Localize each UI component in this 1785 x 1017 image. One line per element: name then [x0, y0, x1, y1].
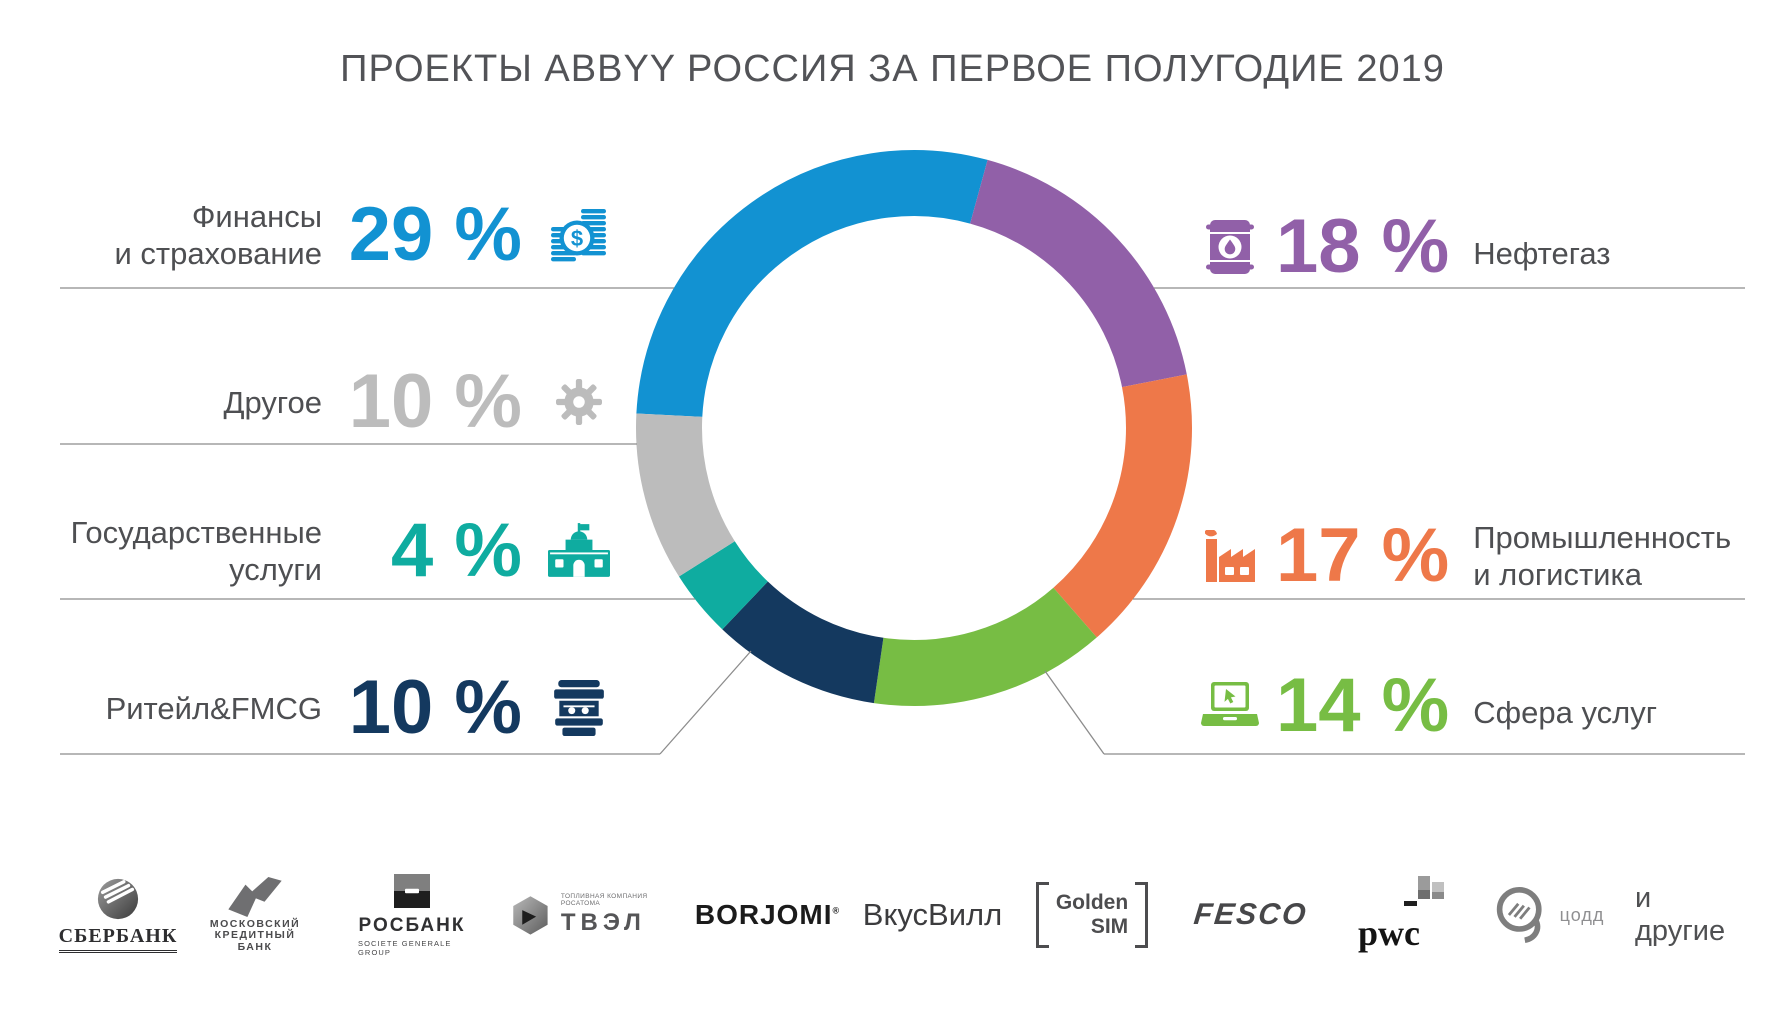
- codd-emblem-icon: [1496, 887, 1542, 943]
- percent-value: 14 %: [1276, 663, 1450, 748]
- coins-icon: $: [546, 207, 612, 263]
- category-label: Нефтегаз: [1473, 235, 1611, 271]
- category-label: Финансы и страхование: [114, 199, 322, 271]
- category-label: Ритейл&FMCG: [105, 690, 322, 726]
- logo-subtext: ТОПЛИВНАЯ КОМПАНИЯ РОСАТОМА: [560, 893, 648, 907]
- logo-text: pwc: [1358, 913, 1420, 953]
- logo-subtext: SOCIETE GENERALE GROUP: [358, 938, 452, 957]
- donut-segment-6: [679, 540, 769, 630]
- logo-sberbank: СБЕРБАНК: [58, 860, 178, 970]
- logo-text: ВкусВилл: [862, 897, 1003, 932]
- svg-text:$: $: [571, 226, 583, 251]
- logo-borjomi: BORJOMI®: [695, 860, 839, 970]
- callout-oilgas: 18 % Нефтегаз: [1198, 192, 1611, 302]
- donut-segment-7: [636, 413, 736, 577]
- rosbank-emblem-icon: [394, 873, 430, 908]
- government-building-icon: [546, 523, 612, 579]
- logo-text: FESCO: [1192, 898, 1309, 931]
- donut-segment-2: [969, 159, 1187, 388]
- callout-government: Государственные услуги 4 %: [60, 496, 612, 606]
- callout-connector-lines: [60, 287, 1745, 755]
- pwc-blocks-icon: [1404, 876, 1444, 906]
- logo-rosbank: РОСБАНК SOCIETE GENERALE GROUP: [358, 860, 466, 970]
- donut-ring: [636, 150, 1192, 706]
- category-label: Другое: [223, 384, 323, 420]
- logo-text: Golden SIM: [1055, 891, 1129, 938]
- percent-value: 10 %: [348, 359, 522, 444]
- gear-icon: [546, 379, 612, 425]
- oil-barrel-icon: [1198, 218, 1262, 276]
- logo-mkb: МОСКОВСКИЙ КРЕДИТНЫЙ БАНК: [200, 860, 310, 970]
- donut-segment-5: [722, 581, 885, 704]
- mkb-emblem-icon: [228, 876, 282, 917]
- donut-segment-4: [873, 587, 1097, 706]
- logo-goldensim: Golden SIM: [1035, 860, 1149, 970]
- logo-pwc: pwc: [1358, 860, 1454, 970]
- laptop-icon: [1198, 682, 1262, 730]
- category-label: Сфера услуг: [1473, 694, 1658, 730]
- logo-codd: цодд: [1488, 860, 1610, 970]
- donut-segment-1: [636, 150, 988, 418]
- partners-more-note: и другие: [1635, 882, 1726, 947]
- callout-services: 14 % Сфера услуг: [1198, 651, 1657, 761]
- callout-other: Другое 10 %: [60, 347, 612, 457]
- storefront-icon: [546, 680, 612, 736]
- logo-text: цодд: [1559, 904, 1605, 925]
- factory-icon: [1198, 530, 1262, 582]
- logo-vkusvill: ВкусВилл: [860, 860, 1005, 970]
- category-label: Государственные услуги: [70, 515, 322, 587]
- logo-text: BORJOMI®: [694, 899, 841, 930]
- logo-text: МОСКОВСКИЙ КРЕДИТНЫЙ БАНК: [209, 917, 301, 953]
- callout-retail: Ритейл&FMCG 10 %: [60, 653, 612, 763]
- percent-value: 17 %: [1276, 513, 1450, 598]
- logo-fesco: FESCO: [1183, 860, 1318, 970]
- tvel-emblem-icon: [513, 896, 548, 935]
- percent-value: 18 %: [1276, 204, 1450, 289]
- category-label: Промышленность и логистика: [1473, 520, 1732, 592]
- page-title: ПРОЕКТЫ ABBYY РОССИЯ ЗА ПЕРВОЕ ПОЛУГОДИЕ…: [340, 48, 1445, 90]
- sberbank-emblem-icon: [97, 878, 139, 920]
- bracket-left: [1035, 882, 1049, 948]
- logo-tvel: ТОПЛИВНАЯ КОМПАНИЯ РОСАТОМА ТВЭЛ: [510, 860, 670, 970]
- percent-value: 4 %: [391, 508, 522, 593]
- donut-segment-3: [1052, 374, 1192, 638]
- logo-text: РОСБАНК: [358, 914, 466, 936]
- logo-text: СБЕРБАНК: [58, 925, 178, 953]
- callout-industry: 17 % Промышленность и логистика: [1198, 501, 1731, 611]
- logo-text: ТВЭЛ: [560, 909, 646, 936]
- percent-value: 29 %: [348, 192, 522, 277]
- bracket-right: [1135, 882, 1149, 948]
- callout-finance: Финансы и страхование 29 % $: [60, 180, 612, 290]
- percent-value: 10 %: [348, 665, 522, 750]
